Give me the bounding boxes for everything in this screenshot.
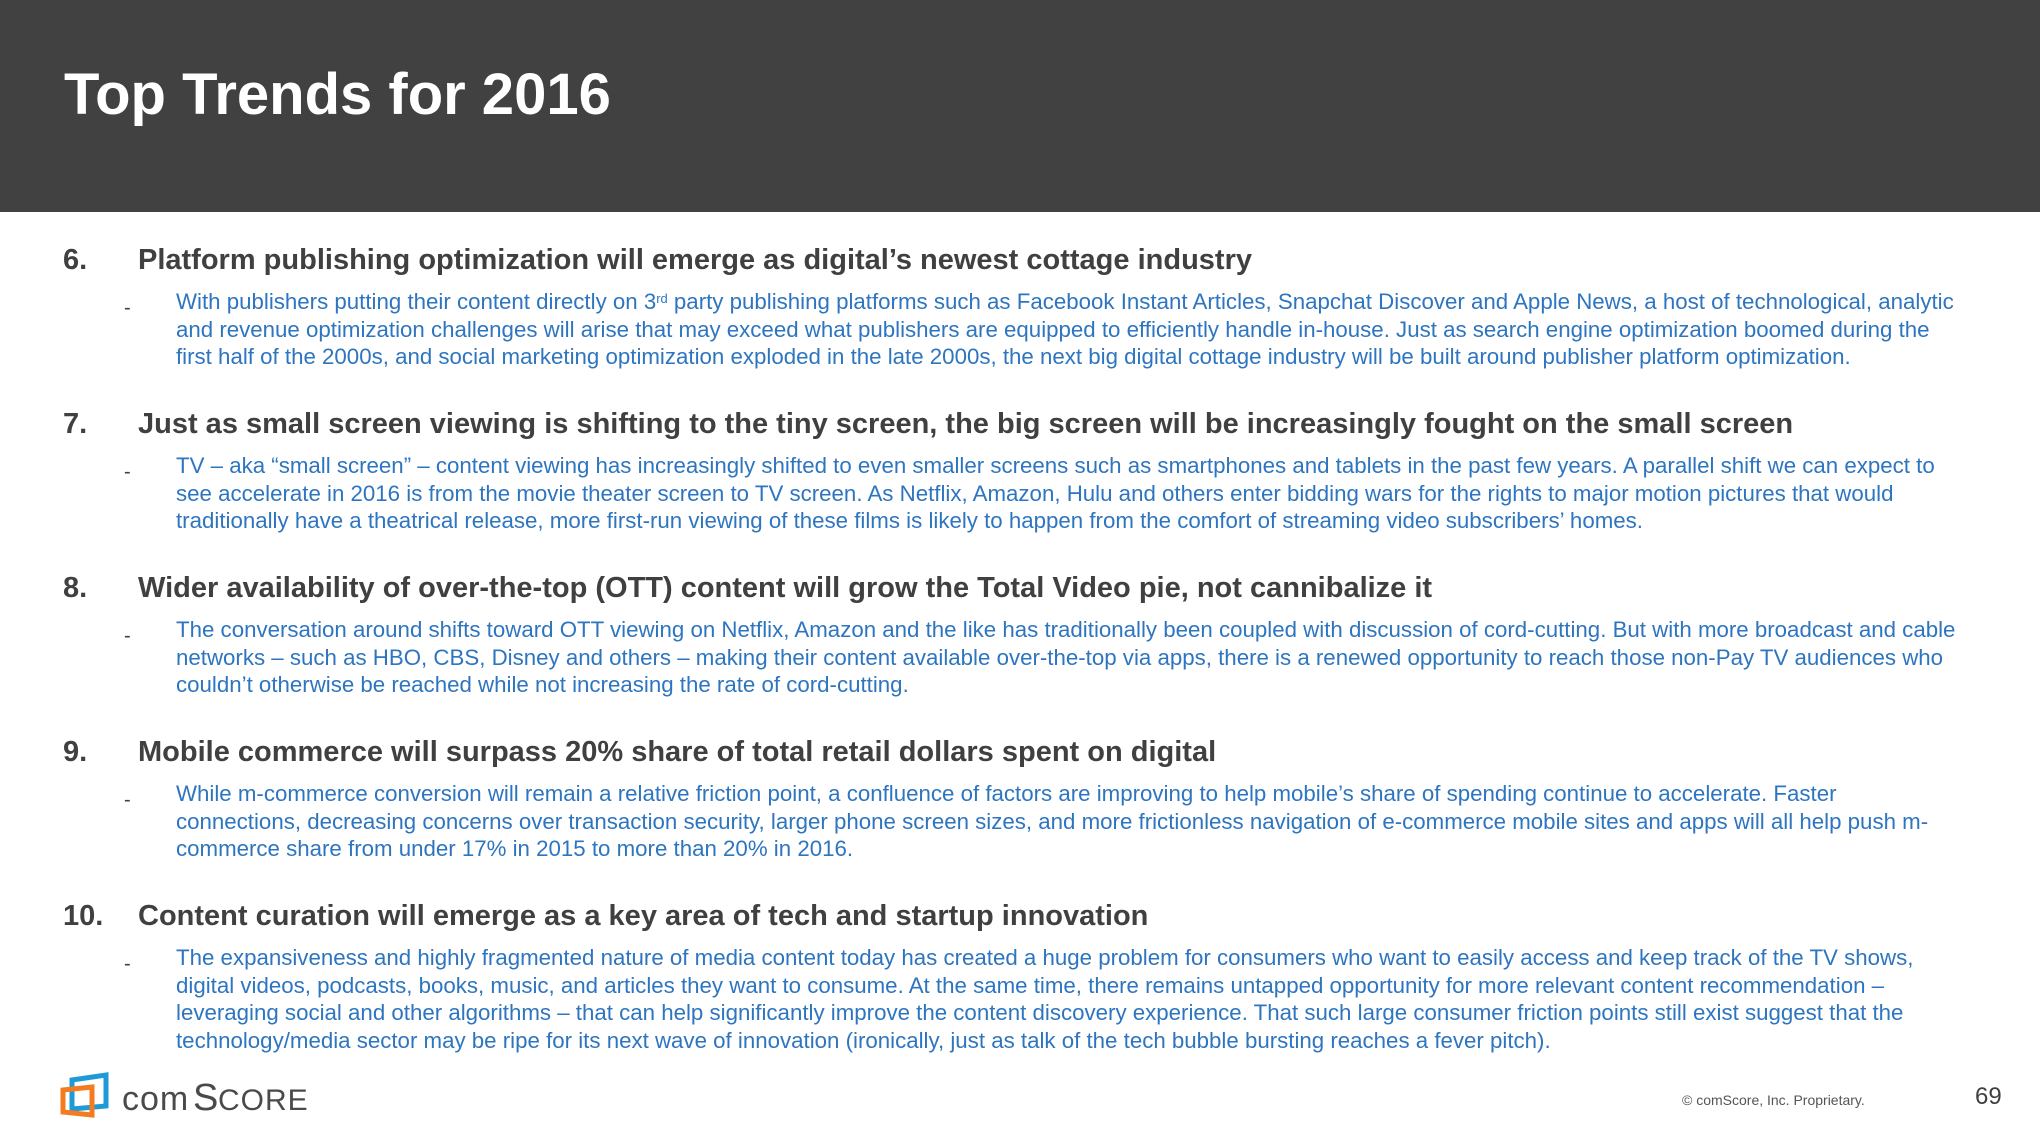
- description-line: technology/media sector may be ripe for …: [176, 1027, 1976, 1055]
- trend-number: 6.: [63, 244, 88, 276]
- text-segment: first half of the 2000s, and social mark…: [176, 344, 1851, 369]
- trend-heading: Wider availability of over-the-top (OTT)…: [138, 572, 1433, 604]
- comscore-logo: com S CORE: [60, 1072, 309, 1119]
- trend-number: 7.: [63, 408, 88, 440]
- text-segment: commerce share from under 17% in 2015 to…: [176, 836, 854, 861]
- page-title: Top Trends for 2016: [64, 62, 611, 127]
- slide-header: Top Trends for 2016: [0, 0, 2040, 212]
- text-segment: With publishers putting their content di…: [176, 289, 657, 314]
- trend-description: While m-commerce conversion will remain …: [176, 780, 1986, 863]
- superscript: rd: [656, 291, 668, 306]
- trend-description: The expansiveness and highly fragmented …: [176, 944, 1986, 1054]
- description-line: first half of the 2000s, and social mark…: [176, 343, 1976, 371]
- bullet-dash: -: [124, 461, 131, 483]
- text-segment: and revenue optimization challenges will…: [176, 316, 1930, 342]
- trend-description: The conversation around shifts toward OT…: [176, 616, 1986, 699]
- description-line: couldn’t otherwise be reached while not …: [176, 671, 1976, 699]
- svg-text:com: com: [122, 1080, 189, 1118]
- description-line: The conversation around shifts toward OT…: [176, 616, 1976, 644]
- description-line: and revenue optimization challenges will…: [176, 316, 1976, 344]
- svg-text:CORE: CORE: [218, 1084, 309, 1117]
- text-segment: The expansiveness and highly fragmented …: [176, 945, 1914, 970]
- description-line: traditionally have a theatrical release,…: [176, 507, 1976, 535]
- svg-text:S: S: [193, 1077, 218, 1119]
- text-segment: leveraging social and other algorithms –…: [176, 1000, 1904, 1025]
- copyright-notice: © comScore, Inc. Proprietary.: [1682, 1092, 1865, 1108]
- description-line: The expansiveness and highly fragmented …: [176, 944, 1976, 972]
- trend-heading: Platform publishing optimization will em…: [138, 244, 1252, 276]
- text-segment: couldn’t otherwise be reached while not …: [176, 672, 909, 697]
- text-segment: see accelerate in 2016 is from the movie…: [176, 480, 1894, 506]
- description-line: leveraging social and other algorithms –…: [176, 999, 1976, 1027]
- description-line: With publishers putting their content di…: [176, 288, 1976, 316]
- text-segment: digital videos, podcasts, books, music, …: [176, 972, 1885, 998]
- text-segment: networks – such as HBO, CBS, Disney and …: [176, 644, 1944, 670]
- bullet-dash: -: [124, 625, 131, 647]
- trend-heading: Content curation will emerge as a key ar…: [138, 900, 1149, 932]
- description-line: digital videos, podcasts, books, music, …: [176, 972, 1976, 1000]
- description-line: commerce share from under 17% in 2015 to…: [176, 835, 1976, 863]
- text-segment: While m-commerce conversion will remain …: [176, 781, 1837, 806]
- bullet-dash: -: [124, 789, 131, 811]
- trend-heading: Mobile commerce will surpass 20% share o…: [138, 736, 1217, 768]
- description-line: TV – aka “small screen” – content viewin…: [176, 452, 1976, 480]
- trend-number: 10.: [63, 900, 104, 932]
- text-segment: technology/media sector may be ripe for …: [176, 1027, 1551, 1053]
- text-segment: TV – aka “small screen” – content viewin…: [176, 453, 1935, 478]
- text-segment: traditionally have a theatrical release,…: [176, 508, 1643, 533]
- text-segment: connections, decreasing concerns over tr…: [176, 808, 1929, 834]
- trend-description: TV – aka “small screen” – content viewin…: [176, 452, 1986, 535]
- description-line: see accelerate in 2016 is from the movie…: [176, 480, 1976, 508]
- text-segment: party publishing platforms such as Faceb…: [667, 289, 1954, 314]
- trend-number: 9.: [63, 736, 88, 768]
- bullet-dash: -: [124, 297, 131, 319]
- description-line: networks – such as HBO, CBS, Disney and …: [176, 644, 1976, 672]
- bullet-dash: -: [124, 953, 131, 975]
- text-segment: The conversation around shifts toward OT…: [176, 617, 1956, 642]
- description-line: While m-commerce conversion will remain …: [176, 780, 1976, 808]
- trend-description: With publishers putting their content di…: [176, 288, 1986, 371]
- trend-number: 8.: [63, 572, 88, 604]
- description-line: connections, decreasing concerns over tr…: [176, 808, 1976, 836]
- trend-heading: Just as small screen viewing is shifting…: [138, 408, 1794, 440]
- page-number: 69: [1975, 1083, 2002, 1110]
